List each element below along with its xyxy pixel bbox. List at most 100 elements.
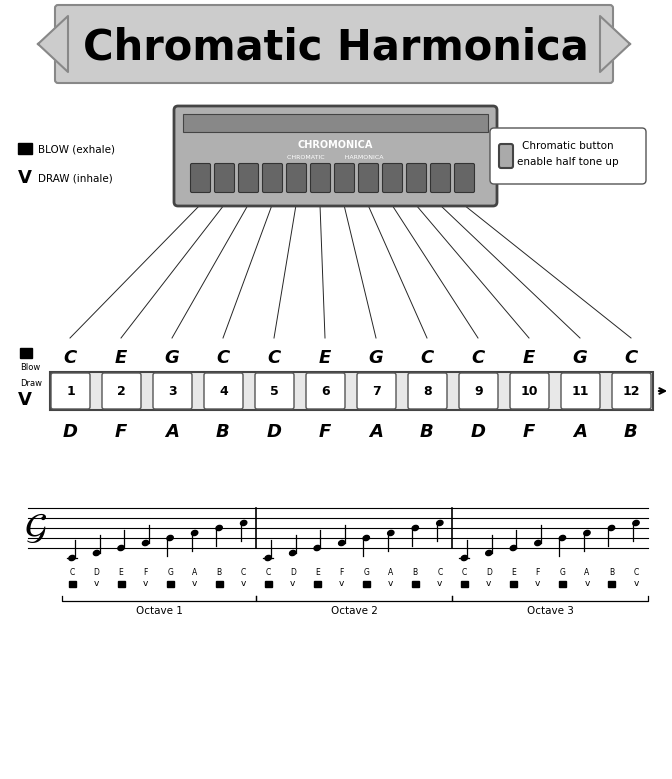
Text: C: C: [241, 568, 246, 577]
Text: 9: 9: [474, 385, 482, 397]
Text: F: F: [143, 568, 148, 577]
Text: C: C: [624, 349, 638, 367]
FancyBboxPatch shape: [153, 373, 192, 409]
FancyBboxPatch shape: [382, 164, 403, 192]
FancyBboxPatch shape: [431, 164, 450, 192]
Text: v: v: [584, 580, 589, 588]
Ellipse shape: [118, 545, 124, 551]
Text: B: B: [609, 568, 614, 577]
Text: v: v: [339, 580, 345, 588]
Ellipse shape: [314, 545, 321, 551]
Ellipse shape: [93, 551, 99, 555]
Bar: [20, 348, 32, 358]
Text: V: V: [18, 169, 32, 187]
Text: 5: 5: [270, 385, 279, 397]
Bar: [461, 581, 468, 587]
FancyBboxPatch shape: [255, 373, 294, 409]
Text: E: E: [511, 568, 516, 577]
Text: enable half tone up: enable half tone up: [517, 157, 619, 167]
Polygon shape: [600, 16, 630, 72]
FancyBboxPatch shape: [51, 373, 90, 409]
Text: v: v: [388, 580, 394, 588]
Text: C: C: [421, 349, 433, 367]
FancyBboxPatch shape: [239, 164, 259, 192]
FancyBboxPatch shape: [358, 164, 378, 192]
Text: 8: 8: [423, 385, 432, 397]
FancyBboxPatch shape: [459, 373, 498, 409]
Text: C: C: [265, 568, 271, 577]
Text: Octave 3: Octave 3: [527, 606, 573, 616]
Text: A: A: [369, 423, 383, 441]
Text: D: D: [62, 423, 77, 441]
Text: Blow: Blow: [20, 362, 40, 372]
FancyBboxPatch shape: [204, 373, 243, 409]
Text: B: B: [413, 568, 418, 577]
Text: B: B: [420, 423, 434, 441]
Bar: [265, 581, 271, 587]
Text: DRAW (inhale): DRAW (inhale): [38, 173, 113, 183]
FancyBboxPatch shape: [490, 128, 646, 184]
Text: A: A: [165, 423, 179, 441]
Text: Draw: Draw: [20, 379, 42, 387]
Text: F: F: [339, 568, 344, 577]
Ellipse shape: [510, 545, 517, 551]
Text: F: F: [523, 423, 535, 441]
Text: G: G: [369, 349, 383, 367]
Ellipse shape: [486, 551, 492, 555]
FancyBboxPatch shape: [408, 373, 447, 409]
Ellipse shape: [265, 555, 271, 561]
FancyBboxPatch shape: [510, 373, 549, 409]
Text: B: B: [216, 423, 230, 441]
Ellipse shape: [412, 525, 419, 530]
Text: CHROMONICA: CHROMONICA: [298, 140, 373, 150]
Text: A: A: [573, 423, 587, 441]
Text: C: C: [634, 568, 638, 577]
FancyBboxPatch shape: [454, 164, 474, 192]
FancyBboxPatch shape: [214, 164, 235, 192]
Text: v: v: [192, 580, 198, 588]
FancyBboxPatch shape: [263, 164, 282, 192]
Text: C: C: [462, 568, 467, 577]
Text: D: D: [93, 568, 99, 577]
Text: E: E: [523, 349, 535, 367]
Text: 11: 11: [572, 385, 589, 397]
FancyBboxPatch shape: [499, 144, 513, 168]
Text: G: G: [364, 568, 369, 577]
Text: D: D: [486, 568, 492, 577]
Text: G: G: [165, 349, 179, 367]
Text: F: F: [115, 423, 127, 441]
Bar: [183, 114, 488, 132]
Text: v: v: [486, 580, 491, 588]
Text: C: C: [216, 349, 230, 367]
Text: v: v: [290, 580, 296, 588]
FancyBboxPatch shape: [561, 373, 600, 409]
Text: C: C: [63, 349, 77, 367]
Text: D: D: [290, 568, 296, 577]
Text: A: A: [585, 568, 589, 577]
Text: 4: 4: [219, 385, 228, 397]
Text: Chromatic Harmonica: Chromatic Harmonica: [83, 26, 589, 68]
Text: D: D: [267, 423, 282, 441]
Text: 7: 7: [372, 385, 381, 397]
FancyBboxPatch shape: [55, 5, 613, 83]
Text: B: B: [216, 568, 222, 577]
Text: 2: 2: [117, 385, 126, 397]
Bar: [216, 581, 222, 587]
Ellipse shape: [633, 520, 639, 526]
Bar: [412, 581, 419, 587]
Polygon shape: [38, 16, 68, 72]
Text: E: E: [119, 568, 124, 577]
Ellipse shape: [559, 535, 566, 541]
Bar: [167, 581, 173, 587]
Text: C: C: [437, 568, 442, 577]
Ellipse shape: [241, 520, 247, 526]
Bar: [559, 581, 566, 587]
Text: E: E: [115, 349, 127, 367]
Ellipse shape: [339, 541, 345, 545]
Text: F: F: [319, 423, 331, 441]
Text: V: V: [18, 391, 32, 409]
Ellipse shape: [608, 525, 615, 530]
Ellipse shape: [437, 520, 443, 526]
Ellipse shape: [216, 525, 222, 530]
Text: v: v: [143, 580, 149, 588]
